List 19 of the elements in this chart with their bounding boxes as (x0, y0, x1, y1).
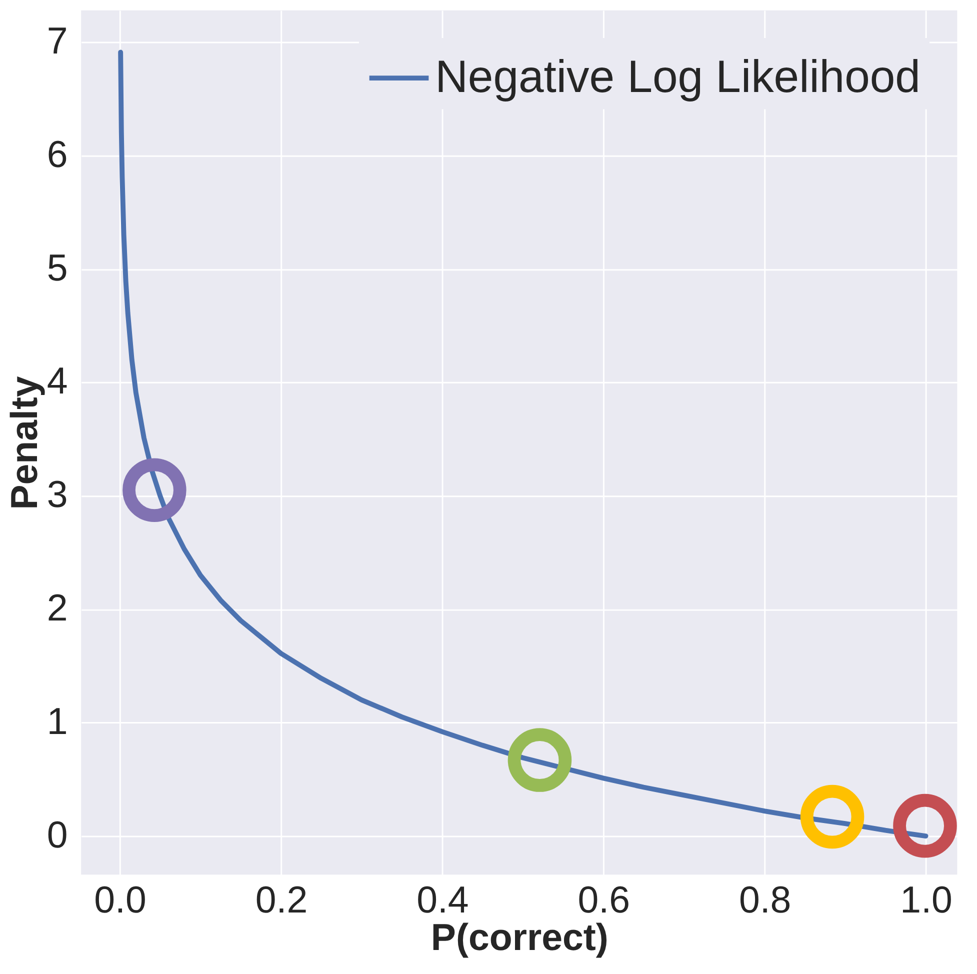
point (893, 794, 957, 858)
y-axis-title: Penalty (2, 376, 45, 510)
line-series (118, 50, 928, 838)
x-tick-label: 1.0 (900, 878, 952, 921)
y-tick-label: 2 (46, 586, 68, 629)
point (122, 458, 186, 522)
y-tick-label: 3 (46, 473, 68, 516)
y-tick-label: 0 (46, 813, 68, 856)
x-tick-label: 0.8 (738, 878, 792, 921)
point (508, 728, 572, 792)
y-tick-label: 7 (46, 19, 68, 62)
y-tick-label: 6 (46, 132, 68, 175)
legend-label: Negative Log Likelihood (435, 50, 920, 102)
point (800, 784, 864, 849)
y-tick-label: 5 (46, 246, 68, 288)
y-tick-label: 1 (46, 700, 68, 742)
x-tick-label: 0.2 (255, 878, 308, 921)
y-tick-label: 4 (46, 360, 68, 402)
x-tick-label: 0.0 (94, 878, 146, 921)
